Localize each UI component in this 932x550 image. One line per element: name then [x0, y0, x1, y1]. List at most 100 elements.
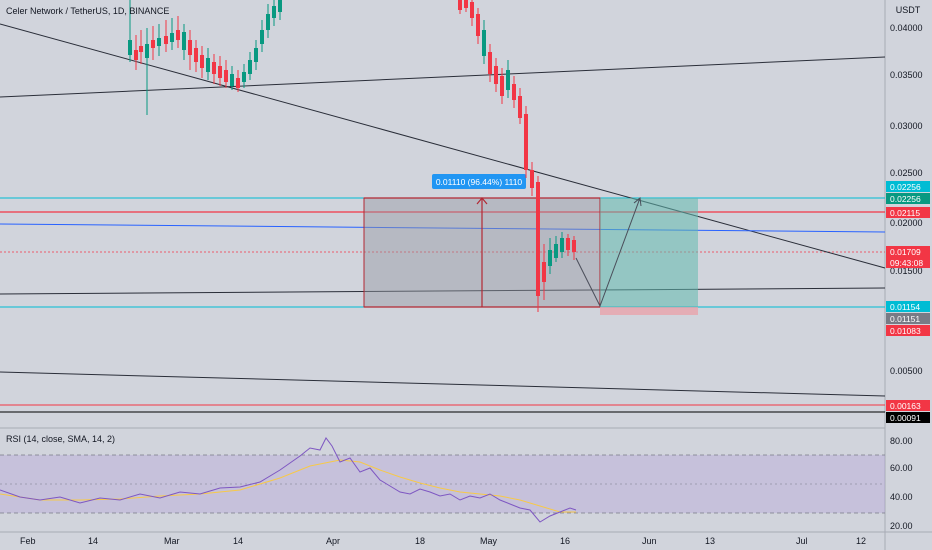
candle-body: [512, 84, 516, 100]
candle-body: [500, 76, 504, 96]
price-badge: [886, 246, 930, 257]
time-tick: 18: [415, 536, 425, 546]
price-badge-text: 0.01151: [890, 314, 920, 324]
price-axis-background: [885, 0, 932, 550]
price-tick: 0.03500: [890, 70, 923, 80]
rsi-tick: 60.00: [890, 463, 913, 473]
price-badge: [886, 400, 930, 411]
countdown-text: 09:43:08: [890, 258, 923, 268]
measure-arrow-head: [476, 197, 488, 205]
candlestick-series[interactable]: [128, 0, 576, 312]
candle-body: [548, 250, 552, 266]
candle-body: [470, 2, 474, 18]
rsi-tick: 40.00: [890, 492, 913, 502]
candle-body: [230, 74, 234, 86]
time-tick: 13: [705, 536, 715, 546]
time-tick: Mar: [164, 536, 180, 546]
rsi-tick: 80.00: [890, 436, 913, 446]
candle-body: [182, 32, 186, 50]
price-badge: [886, 301, 930, 312]
candle-body: [139, 46, 143, 52]
candle-body: [145, 44, 149, 58]
candle-body: [218, 66, 222, 78]
price-badges: 0.02256 0.02256 0.02115 0.01709 09:43:08…: [886, 181, 930, 423]
candle-body: [157, 38, 161, 46]
candle-body: [518, 96, 522, 118]
rsi-line[interactable]: [0, 437, 577, 523]
price-badge-text: 0.00163: [890, 401, 921, 411]
time-tick: May: [480, 536, 498, 546]
candle-body: [554, 244, 558, 258]
price-badge: [886, 412, 930, 423]
candle-body: [524, 114, 528, 170]
candle-body: [272, 6, 276, 18]
candle-body: [278, 0, 282, 12]
price-badge: [886, 325, 930, 336]
price-badge-text: 0.01154: [890, 302, 920, 312]
candle-body: [176, 30, 180, 40]
price-tick: 0.03000: [890, 121, 923, 131]
candle-body: [536, 182, 540, 296]
rsi-moving-average-line[interactable]: [0, 459, 576, 513]
price-badge-text: 0.01709: [890, 247, 921, 257]
rsi-band-background: [0, 455, 885, 513]
symbol-title: Celer Network / TetherUS, 1D, BINANCE: [6, 6, 169, 16]
candle-body: [128, 40, 132, 55]
countdown-badge: [886, 257, 930, 268]
candle-body: [170, 33, 174, 42]
candle-body: [151, 40, 155, 48]
candle-body: [206, 58, 210, 72]
candle-body: [266, 14, 270, 30]
bottom-trendline[interactable]: [0, 371, 886, 397]
candle-body: [200, 55, 204, 68]
candle-body: [188, 40, 192, 55]
candle-body: [530, 170, 534, 188]
candle-body: [482, 30, 486, 56]
candle-body: [260, 30, 264, 44]
price-badge: [886, 181, 930, 192]
price-tick: 0.01500: [890, 266, 923, 276]
time-tick: 12: [856, 536, 866, 546]
candle-body: [458, 0, 462, 10]
time-tick: 14: [88, 536, 98, 546]
currency-label: USDT: [896, 5, 921, 15]
candle-body: [254, 48, 258, 62]
rsi-tick: 20.00: [890, 521, 913, 531]
price-tick: 0.02500: [890, 168, 923, 178]
time-tick: 14: [233, 536, 243, 546]
blue-trendline[interactable]: [0, 223, 886, 233]
candle-body: [242, 72, 246, 82]
measure-label-box: [432, 174, 526, 189]
price-tick: 0.00500: [890, 366, 923, 376]
measure-label: 0.01110 (96.44%) 1110: [436, 177, 523, 187]
candle-body: [224, 70, 228, 82]
price-badge-text: 0.02115: [890, 208, 920, 218]
lower-trendline[interactable]: [0, 287, 886, 295]
rsi-indicator-title: RSI (14, close, SMA, 14, 2): [6, 434, 115, 444]
candle-body: [542, 262, 546, 282]
candle-body: [248, 60, 252, 74]
candle-body: [134, 50, 138, 60]
long-position-target-zone[interactable]: [600, 198, 698, 307]
candle-body: [236, 78, 240, 88]
projection-arrow-head: [633, 197, 642, 207]
price-badge-text: 0.02256: [890, 194, 921, 204]
candle-body: [194, 48, 198, 62]
candle-body: [164, 36, 168, 44]
candle-body: [476, 14, 480, 36]
price-badge-text: 0.00091: [890, 413, 921, 423]
candle-body: [572, 240, 576, 252]
time-tick: Jul: [796, 536, 808, 546]
candle-body: [560, 238, 564, 252]
candle-body: [566, 238, 570, 250]
price-badge: [886, 193, 930, 204]
price-badge: [886, 313, 930, 324]
candle-body: [488, 52, 492, 74]
long-position-stop-zone[interactable]: [600, 307, 698, 315]
time-tick: Apr: [326, 536, 340, 546]
price-tick: 0.02000: [890, 218, 923, 228]
time-tick: 16: [560, 536, 570, 546]
candle-body: [212, 62, 216, 74]
projection-path[interactable]: [575, 197, 641, 308]
